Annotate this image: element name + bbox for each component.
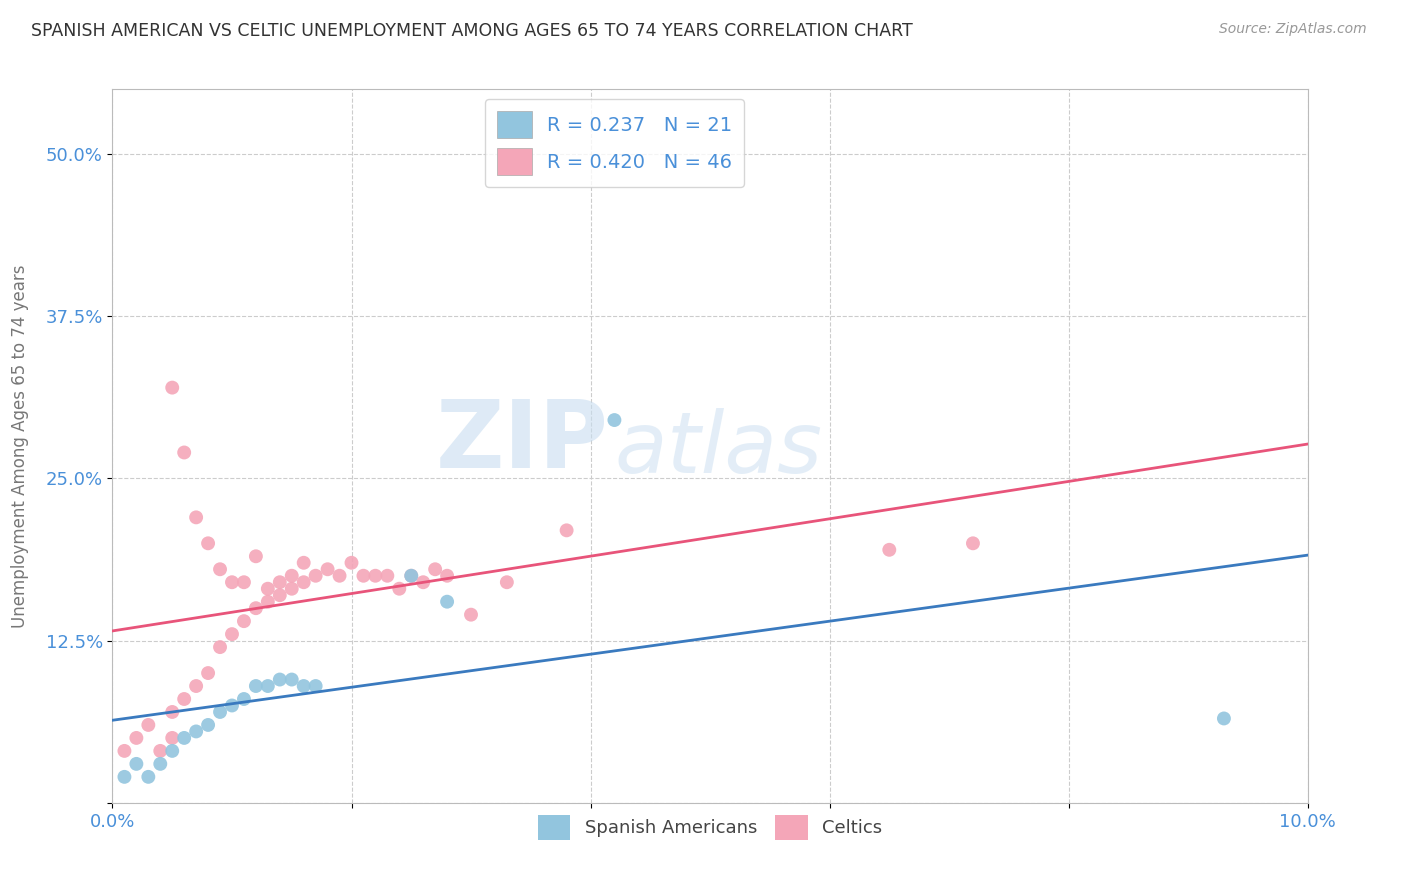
Text: ZIP: ZIP	[436, 396, 609, 489]
Point	[496, 575, 519, 590]
Point	[173, 692, 195, 706]
Point	[209, 640, 232, 654]
Point	[364, 568, 387, 582]
Point	[555, 524, 578, 538]
Point	[162, 731, 183, 745]
Point	[603, 413, 626, 427]
Point	[233, 575, 256, 590]
Point	[377, 568, 399, 582]
Point	[114, 744, 135, 758]
Point	[388, 582, 411, 596]
Y-axis label: Unemployment Among Ages 65 to 74 years: Unemployment Among Ages 65 to 74 years	[11, 264, 28, 628]
Point	[269, 575, 291, 590]
Point	[173, 731, 195, 745]
Point	[125, 731, 148, 745]
Point	[292, 556, 315, 570]
Text: SPANISH AMERICAN VS CELTIC UNEMPLOYMENT AMONG AGES 65 TO 74 YEARS CORRELATION CH: SPANISH AMERICAN VS CELTIC UNEMPLOYMENT …	[31, 22, 912, 40]
Point	[269, 673, 291, 687]
Point	[425, 562, 447, 576]
Point	[233, 692, 256, 706]
Point	[197, 536, 219, 550]
Legend: Spanish Americans, Celtics: Spanish Americans, Celtics	[530, 807, 890, 847]
Point	[436, 568, 458, 582]
Point	[412, 575, 434, 590]
Point	[138, 770, 160, 784]
Point	[305, 679, 328, 693]
Text: Source: ZipAtlas.com: Source: ZipAtlas.com	[1219, 22, 1367, 37]
Point	[436, 595, 458, 609]
Point	[149, 756, 172, 771]
Point	[221, 627, 243, 641]
Point	[353, 568, 375, 582]
Point	[962, 536, 984, 550]
Point	[162, 705, 183, 719]
Point	[173, 445, 195, 459]
Point	[316, 562, 339, 576]
Point	[197, 666, 219, 681]
Point	[162, 381, 183, 395]
Point	[245, 549, 267, 564]
Point	[292, 575, 315, 590]
Point	[114, 770, 135, 784]
Point	[879, 542, 901, 557]
Point	[245, 679, 267, 693]
Point	[401, 568, 423, 582]
Point	[221, 575, 243, 590]
Point	[1213, 711, 1236, 725]
Point	[269, 588, 291, 602]
Point	[197, 718, 219, 732]
Point	[257, 595, 280, 609]
Point	[305, 568, 328, 582]
Text: atlas: atlas	[614, 408, 823, 491]
Point	[233, 614, 256, 628]
Point	[281, 568, 304, 582]
Point	[162, 744, 183, 758]
Point	[209, 705, 232, 719]
Point	[125, 756, 148, 771]
Point	[149, 744, 172, 758]
Point	[221, 698, 243, 713]
Point	[401, 568, 423, 582]
Point	[329, 568, 352, 582]
Point	[209, 562, 232, 576]
Point	[186, 679, 208, 693]
Point	[340, 556, 363, 570]
Point	[257, 679, 280, 693]
Point	[138, 718, 160, 732]
Point	[186, 724, 208, 739]
Point	[281, 673, 304, 687]
Point	[281, 582, 304, 596]
Point	[186, 510, 208, 524]
Point	[460, 607, 482, 622]
Point	[245, 601, 267, 615]
Point	[292, 679, 315, 693]
Point	[257, 582, 280, 596]
